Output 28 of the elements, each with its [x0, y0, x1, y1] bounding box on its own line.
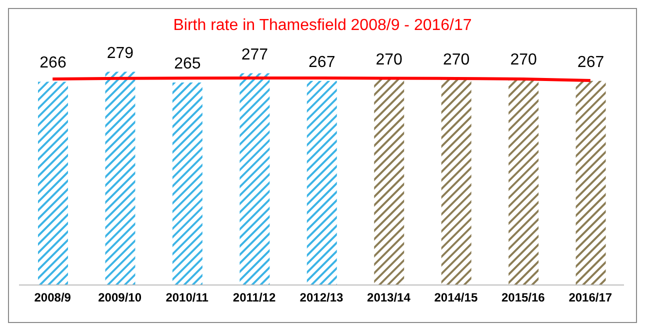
data-label: 277 — [241, 46, 268, 64]
bar — [105, 72, 136, 285]
x-tick-label: 2009/10 — [98, 290, 142, 305]
bar — [240, 73, 270, 285]
x-tick-label: 2016/17 — [568, 290, 612, 305]
data-label: 265 — [174, 55, 201, 72]
bar — [576, 80, 606, 285]
bar — [374, 78, 404, 285]
x-tick-label: 2012/13 — [300, 290, 344, 305]
data-label: 270 — [376, 52, 403, 69]
chart-title: Birth rate in Thamesfield 2008/9 - 2016/17 — [172, 17, 473, 35]
data-label: 279 — [106, 44, 134, 62]
data-label: 267 — [308, 54, 336, 71]
x-tick-label: 2015/16 — [501, 290, 546, 305]
x-tick-label: 2011/12 — [232, 290, 276, 305]
x-tick-label: 2008/9 — [34, 290, 72, 305]
bar — [306, 80, 337, 285]
data-label: 270 — [442, 52, 470, 69]
data-label: 270 — [510, 52, 537, 69]
bar — [508, 78, 539, 285]
data-label: 267 — [577, 54, 604, 71]
bar — [441, 78, 472, 285]
data-label: 266 — [40, 54, 66, 72]
x-tick-label: 2014/15 — [434, 290, 478, 305]
bar — [38, 82, 68, 285]
bar — [172, 82, 202, 285]
x-tick-label: 2010/11 — [166, 290, 209, 305]
x-tick-label: 2013/14 — [367, 290, 411, 305]
